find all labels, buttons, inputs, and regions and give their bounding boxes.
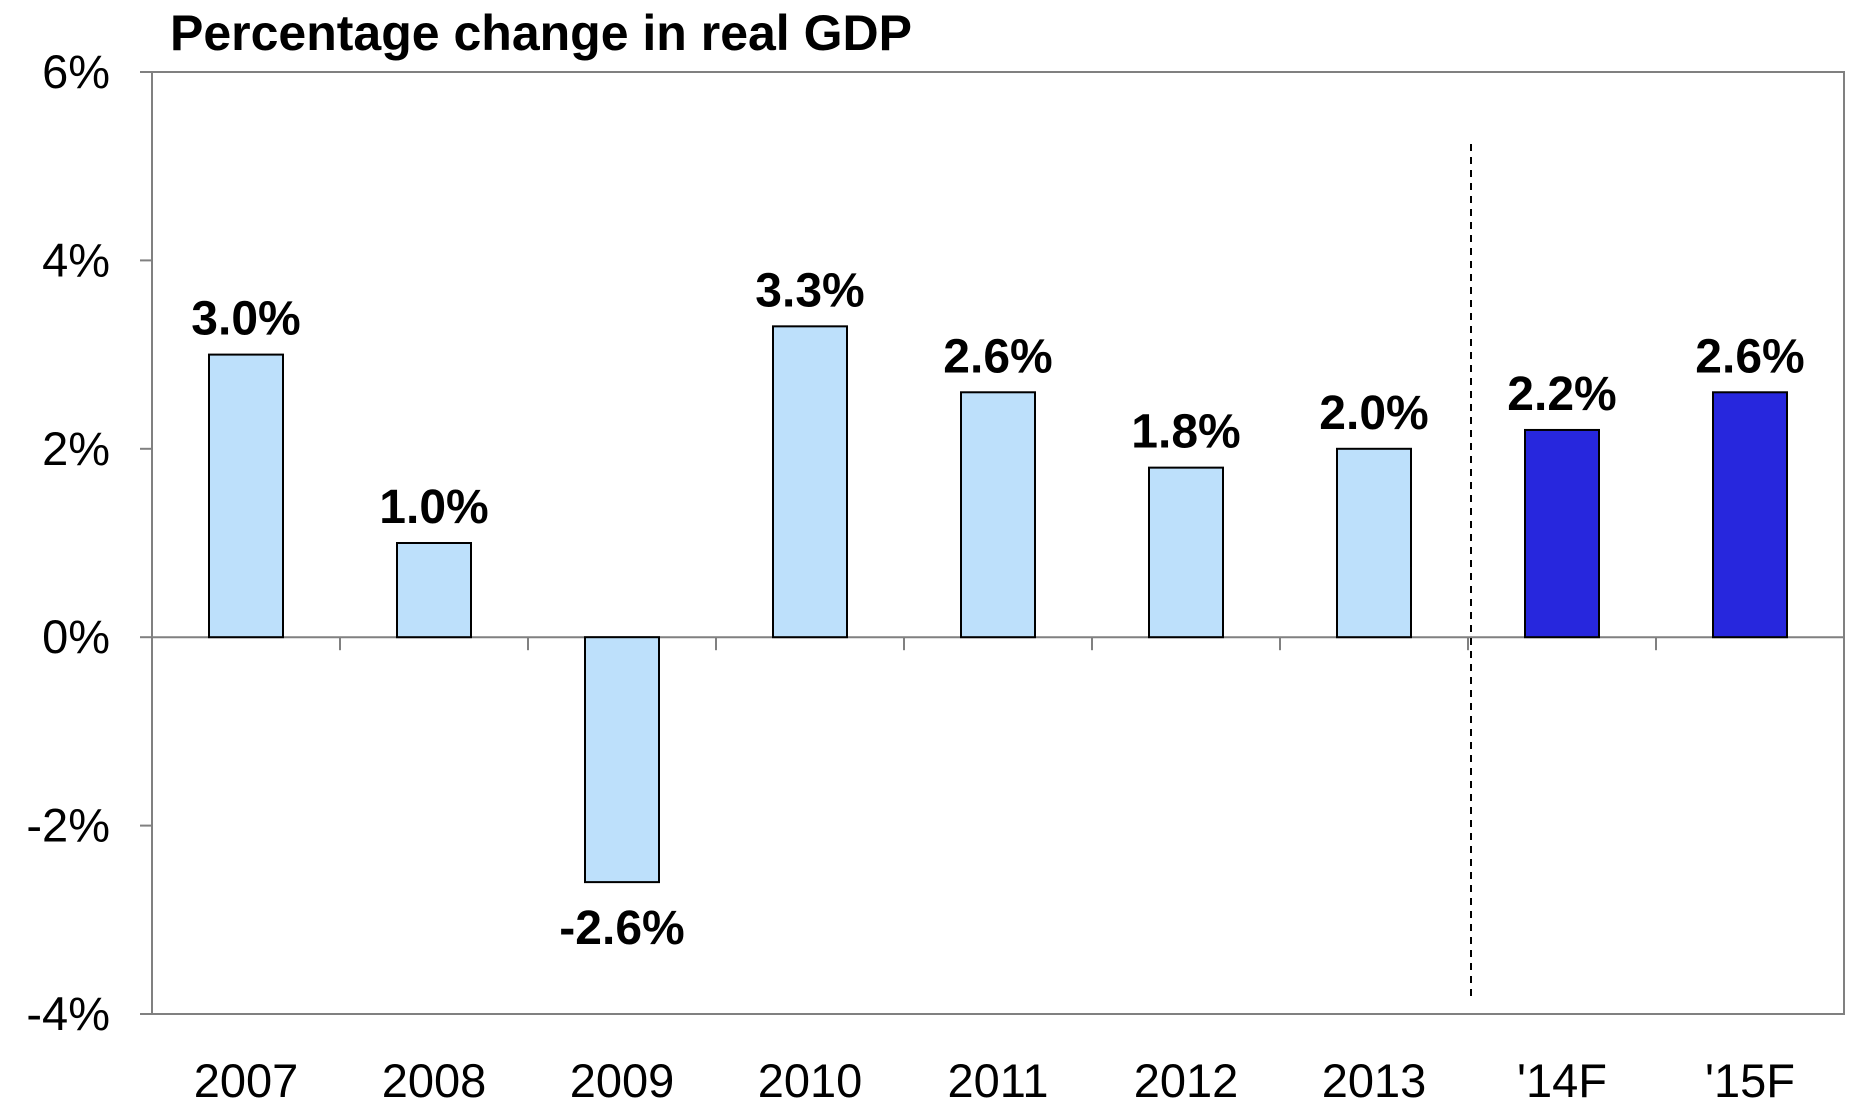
bar	[208, 353, 284, 639]
bar	[1524, 428, 1600, 639]
data-label: -2.6%	[559, 902, 684, 955]
data-label: 2.0%	[1319, 387, 1428, 440]
bar	[584, 636, 660, 884]
data-label: 1.0%	[379, 481, 488, 534]
bar	[1148, 466, 1224, 639]
data-label: 2.6%	[1695, 330, 1804, 383]
x-tick-label: '14F	[1517, 1054, 1607, 1102]
data-label: 1.8%	[1131, 406, 1240, 459]
plot-frame	[152, 71, 1845, 1015]
data-label: 2.6%	[943, 330, 1052, 383]
x-tick-label: 2007	[194, 1054, 299, 1102]
y-tick-label: 0%	[42, 610, 110, 663]
x-tick-label: 2011	[947, 1054, 1048, 1102]
bar	[1336, 447, 1412, 639]
y-tick-label: -4%	[26, 987, 110, 1040]
bar	[772, 325, 848, 639]
chart-title: Percentage change in real GDP	[170, 5, 912, 61]
y-tick-label: 6%	[42, 45, 110, 98]
x-tick-label: 2010	[758, 1054, 863, 1102]
bar	[1712, 391, 1788, 639]
bar	[960, 391, 1036, 639]
x-tick-label: 2008	[382, 1054, 487, 1102]
bar	[396, 542, 472, 639]
y-tick-label: 4%	[42, 233, 110, 286]
x-tick-label: 2013	[1322, 1054, 1427, 1102]
data-label: 3.3%	[755, 264, 864, 317]
x-tick-label: '15F	[1705, 1054, 1795, 1102]
data-label: 3.0%	[191, 293, 300, 346]
x-tick-label: 2012	[1134, 1054, 1239, 1102]
x-tick-label: 2009	[570, 1054, 675, 1102]
y-tick-label: 2%	[42, 422, 110, 475]
y-tick-label: -2%	[26, 799, 110, 852]
data-label: 2.2%	[1507, 368, 1616, 421]
